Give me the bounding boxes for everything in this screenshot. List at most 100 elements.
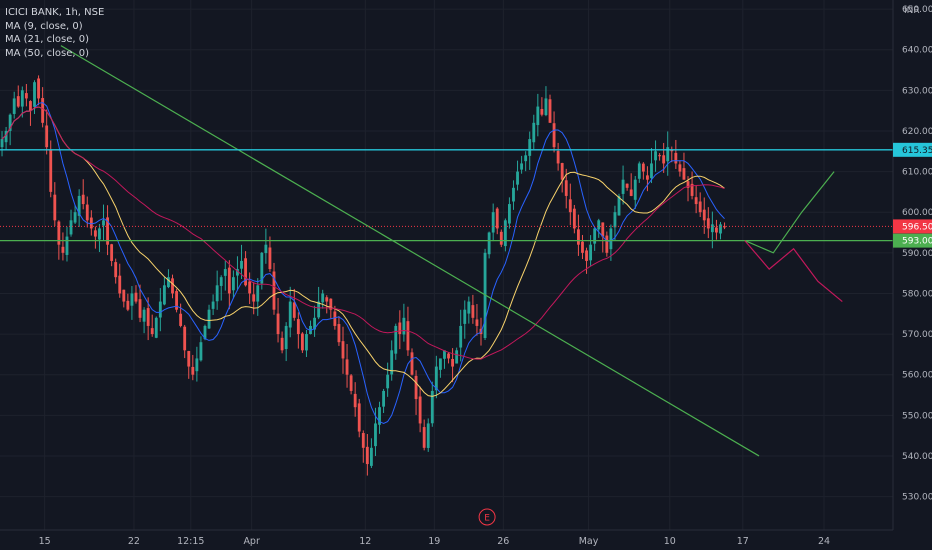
- candle-body[interactable]: [65, 236, 69, 255]
- candle-body[interactable]: [617, 195, 621, 216]
- candle-body[interactable]: [305, 334, 308, 351]
- candle-body[interactable]: [646, 175, 649, 180]
- candle-body[interactable]: [426, 423, 430, 448]
- candle-body[interactable]: [292, 302, 296, 318]
- candle-body[interactable]: [24, 93, 28, 99]
- candle-body[interactable]: [471, 305, 475, 318]
- candle-body[interactable]: [150, 328, 154, 335]
- price-tag-593.00[interactable]: 593.00: [902, 237, 932, 247]
- candle-body[interactable]: [378, 407, 381, 425]
- candle-body[interactable]: [459, 325, 463, 348]
- candle-body[interactable]: [516, 171, 519, 185]
- candle-body[interactable]: [532, 122, 536, 143]
- candle-body[interactable]: [191, 366, 195, 375]
- candle-body[interactable]: [73, 212, 77, 223]
- candle-body[interactable]: [495, 208, 499, 229]
- candle-body[interactable]: [8, 114, 12, 131]
- candle-body[interactable]: [203, 325, 207, 340]
- candle-body[interactable]: [118, 275, 122, 294]
- candle-body[interactable]: [629, 189, 633, 196]
- candle-body[interactable]: [682, 168, 686, 180]
- candle-body[interactable]: [572, 208, 576, 229]
- candle-body[interactable]: [650, 163, 653, 179]
- candle-body[interactable]: [325, 297, 329, 302]
- candle-body[interactable]: [710, 224, 714, 233]
- candle-body[interactable]: [678, 164, 682, 172]
- candle-body[interactable]: [349, 375, 353, 391]
- candle-body[interactable]: [183, 326, 187, 351]
- candle-body[interactable]: [353, 393, 357, 408]
- candle-body[interactable]: [382, 390, 386, 407]
- candle-body[interactable]: [487, 232, 491, 255]
- candle-body[interactable]: [142, 309, 146, 322]
- candle-body[interactable]: [122, 289, 126, 302]
- candle-body[interactable]: [126, 300, 130, 310]
- candle-body[interactable]: [138, 299, 142, 318]
- candle-body[interactable]: [227, 267, 231, 294]
- candle-body[interactable]: [276, 313, 280, 335]
- candle-body[interactable]: [134, 292, 138, 302]
- candle-body[interactable]: [706, 218, 710, 229]
- candle-body[interactable]: [520, 163, 524, 170]
- candle-body[interactable]: [211, 301, 215, 309]
- ma9-legend[interactable]: MA (9, close, 0): [5, 20, 83, 32]
- candle-body[interactable]: [702, 209, 706, 221]
- time-axis[interactable]: [0, 530, 893, 550]
- trend-line[interactable]: [60, 45, 760, 457]
- candle-body[interactable]: [633, 179, 637, 200]
- plot-area[interactable]: [0, 0, 893, 530]
- candle-body[interactable]: [438, 358, 442, 370]
- candle-body[interactable]: [430, 390, 434, 424]
- candle-body[interactable]: [130, 293, 134, 306]
- candle-body[interactable]: [146, 308, 150, 326]
- candle-body[interactable]: [41, 98, 45, 123]
- candle-body[interactable]: [455, 350, 459, 364]
- candle-body[interactable]: [195, 358, 199, 372]
- candle-body[interactable]: [256, 285, 260, 302]
- candle-body[interactable]: [524, 155, 528, 162]
- ma50-legend[interactable]: MA (50, close, 0): [5, 47, 90, 59]
- candle-body[interactable]: [451, 358, 455, 367]
- candle-body[interactable]: [57, 221, 61, 245]
- ma21-legend[interactable]: MA (21, close, 0): [5, 34, 90, 45]
- candle-body[interactable]: [61, 246, 65, 253]
- candle-body[interactable]: [662, 155, 666, 164]
- candle-body[interactable]: [167, 277, 170, 288]
- candle-body[interactable]: [398, 322, 402, 335]
- candle-body[interactable]: [589, 244, 593, 261]
- candle-body[interactable]: [337, 324, 341, 343]
- candle-body[interactable]: [694, 197, 698, 205]
- candle-body[interactable]: [507, 204, 511, 224]
- candle-body[interactable]: [654, 151, 657, 161]
- candle-body[interactable]: [252, 294, 256, 302]
- candle-body[interactable]: [69, 220, 73, 235]
- candle-body[interactable]: [341, 341, 345, 359]
- candle-body[interactable]: [98, 228, 101, 240]
- candle-body[interactable]: [171, 278, 174, 294]
- candle-body[interactable]: [102, 220, 105, 226]
- projection-down[interactable]: [744, 240, 843, 303]
- candle-body[interactable]: [402, 317, 406, 335]
- ma-line-9[interactable]: [1, 101, 725, 424]
- candle-body[interactable]: [284, 325, 288, 350]
- candle-body[interactable]: [556, 151, 560, 164]
- candle-body[interactable]: [207, 309, 211, 329]
- candle-body[interactable]: [719, 224, 722, 234]
- candle-body[interactable]: [422, 427, 426, 448]
- candle-body[interactable]: [114, 262, 118, 278]
- candle-body[interactable]: [609, 228, 613, 250]
- candle-body[interactable]: [406, 321, 410, 351]
- candle-body[interactable]: [715, 227, 718, 233]
- candle-body[interactable]: [560, 163, 564, 180]
- candle-body[interactable]: [674, 152, 678, 164]
- candle-body[interactable]: [414, 375, 418, 400]
- candle-body[interactable]: [467, 301, 471, 314]
- candle-body[interactable]: [621, 179, 625, 194]
- candle-body[interactable]: [698, 201, 702, 213]
- price-axis[interactable]: [893, 0, 932, 550]
- candle-body[interactable]: [110, 244, 114, 261]
- candle-body[interactable]: [33, 82, 36, 107]
- symbol-title[interactable]: ICICI BANK, 1h, NSE: [5, 7, 105, 18]
- candle-body[interactable]: [16, 96, 20, 107]
